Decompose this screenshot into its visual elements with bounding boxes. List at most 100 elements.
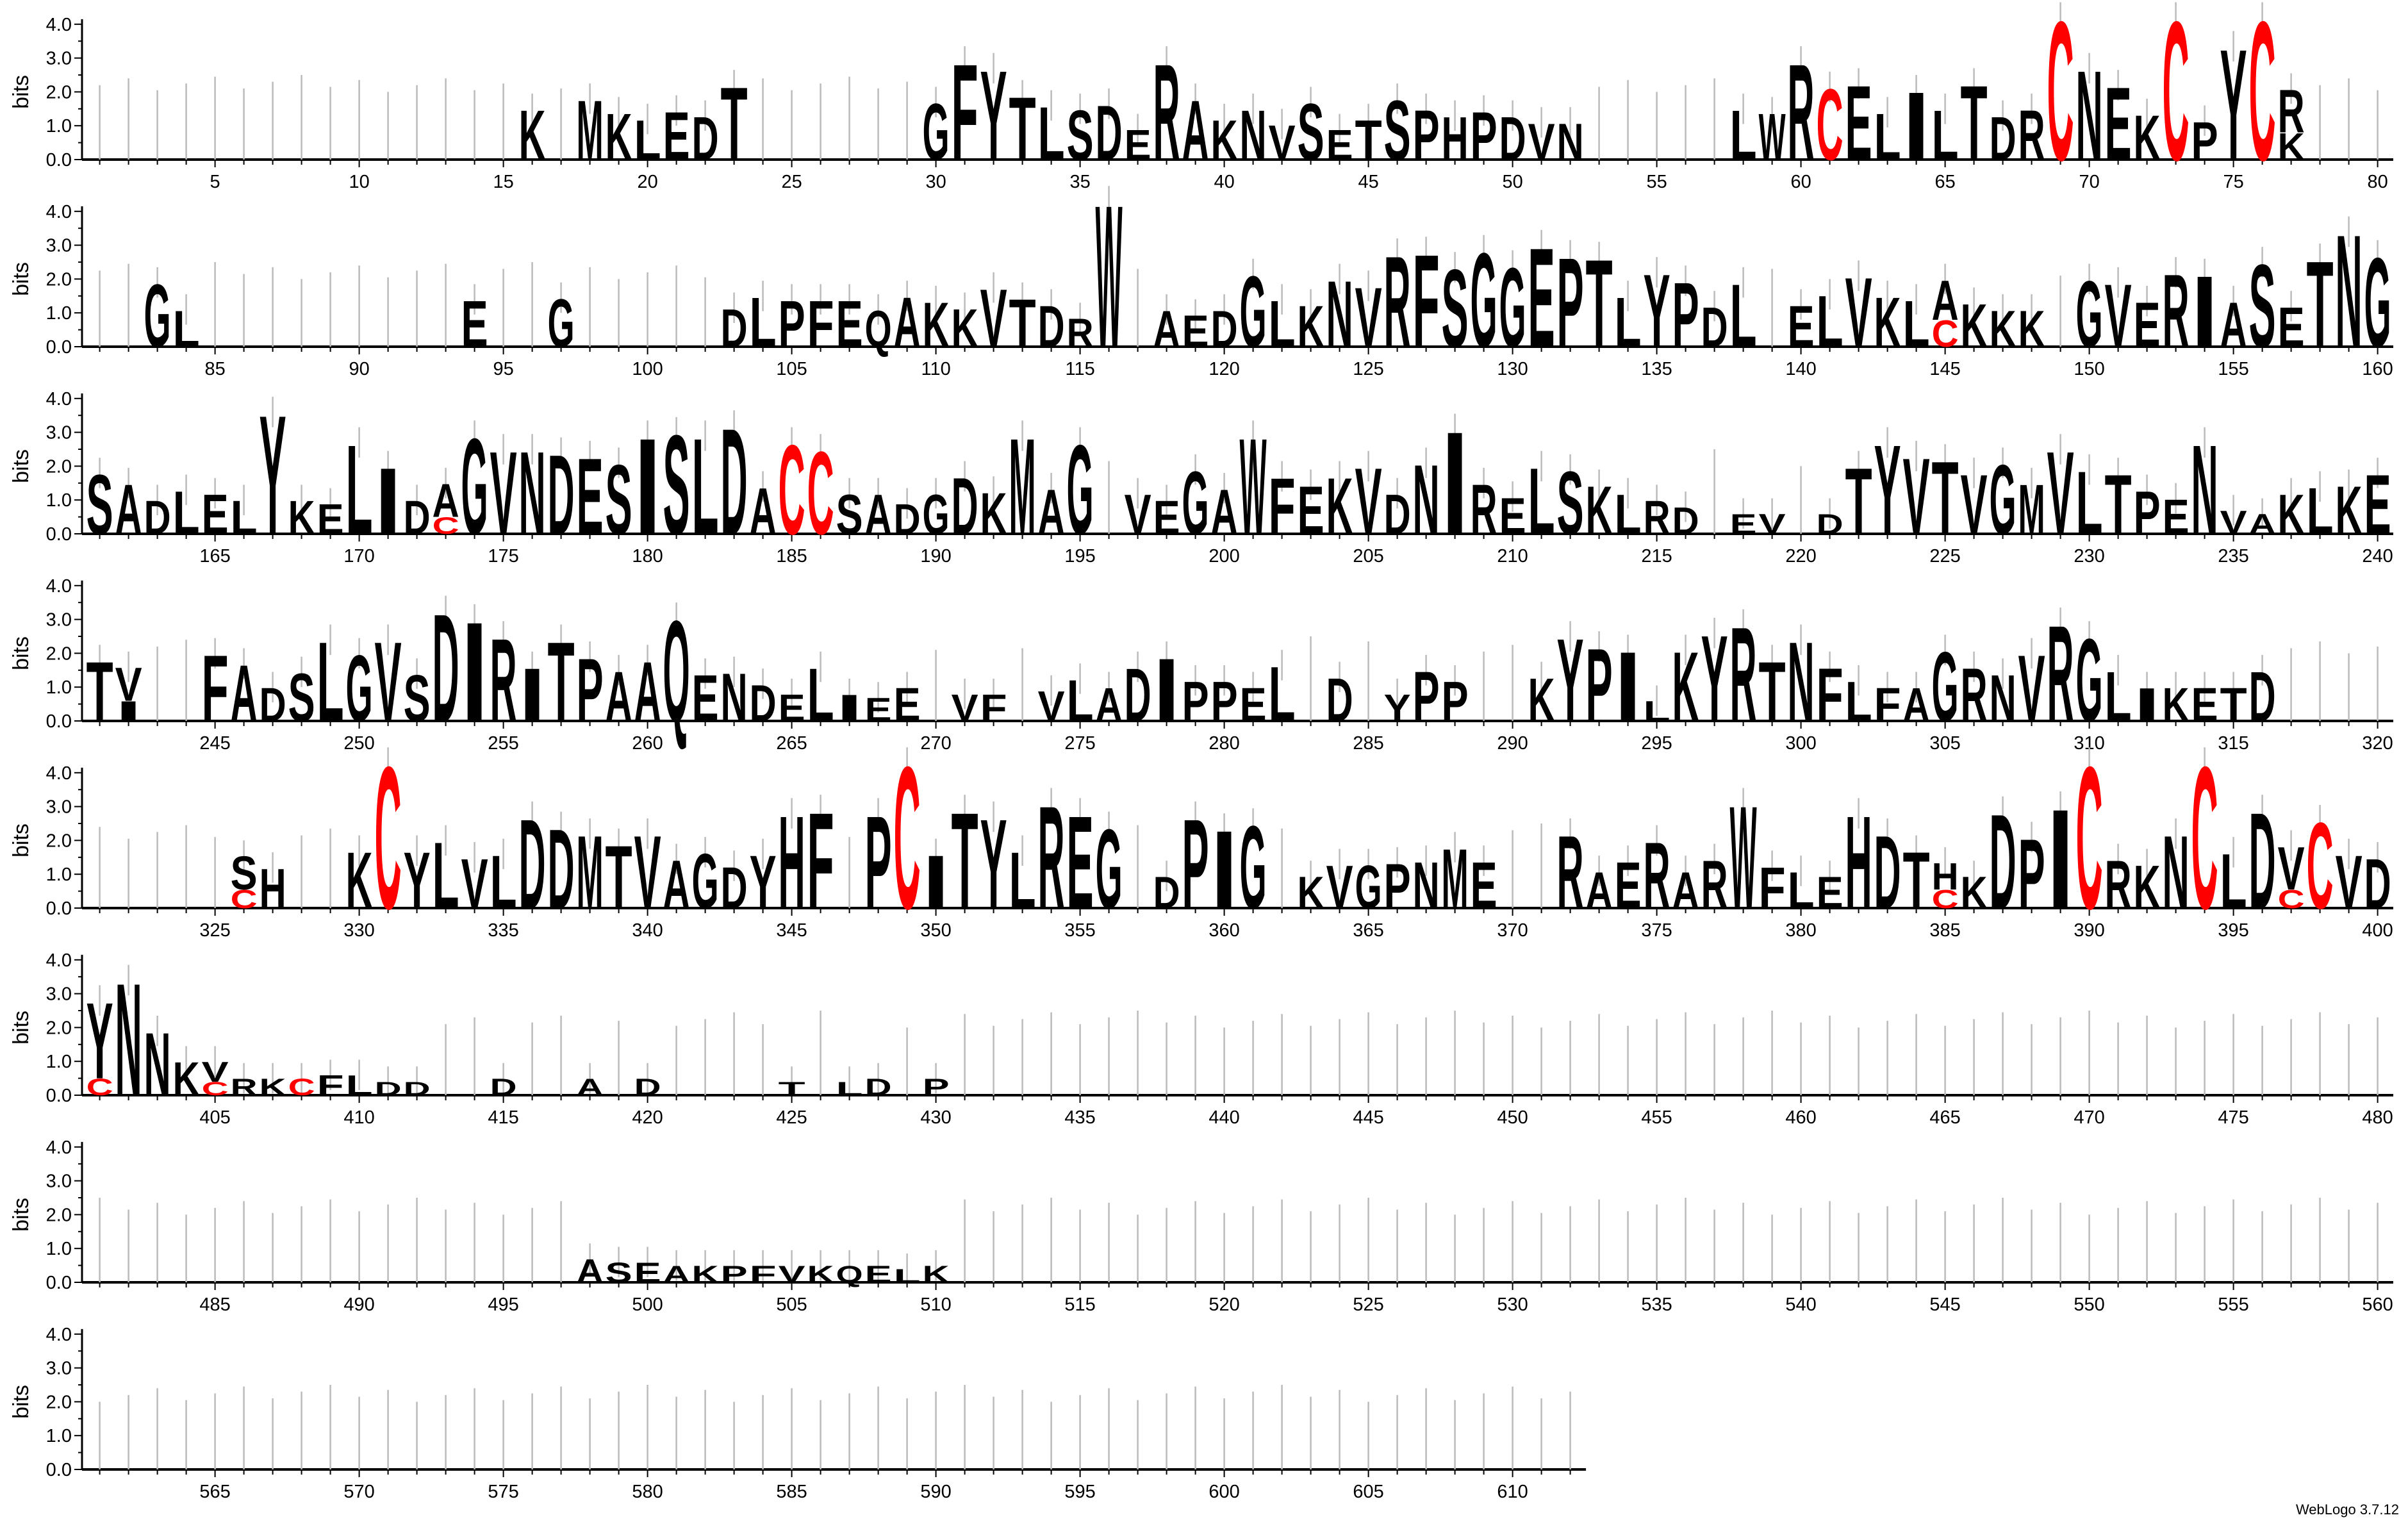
x-tick-label: 80 — [2367, 172, 2387, 192]
logo-letter — [807, 1261, 834, 1288]
logo-letter — [922, 1261, 950, 1288]
logo-letter — [1729, 95, 1757, 175]
y-tick-label: 1.0 — [46, 303, 72, 324]
logo-letter — [2104, 65, 2132, 182]
y-axis-label: bits — [9, 823, 33, 857]
logo-letter — [1556, 113, 1584, 172]
logo-letter — [1037, 477, 1065, 548]
logo-letter — [2075, 452, 2103, 553]
x-tick-label: 270 — [920, 733, 951, 754]
logo-letter — [1441, 670, 1469, 734]
logo-letter — [2191, 419, 2218, 562]
logo-letter — [1960, 64, 1988, 183]
logo-letter — [634, 644, 661, 740]
logo-letter — [1585, 861, 1613, 920]
x-tick-label: 140 — [1785, 359, 1816, 379]
logo-letter — [403, 661, 431, 736]
logo-letter — [461, 843, 488, 923]
logo-letter — [1701, 846, 1728, 923]
logo-letter — [1153, 867, 1180, 918]
x-tick-label: 45 — [1358, 172, 1378, 192]
logo-letter — [1960, 652, 1988, 738]
logo-letter — [1182, 83, 1209, 178]
logo-letter — [1182, 670, 1209, 734]
logo-letter — [836, 1261, 863, 1288]
x-tick-label: 400 — [2362, 920, 2393, 941]
logo-letter — [720, 397, 748, 567]
logo-letter — [2248, 0, 2276, 203]
x-tick-label: 585 — [776, 1482, 807, 1502]
x-tick-label: 540 — [1785, 1295, 1816, 1315]
logo-letter — [374, 448, 402, 554]
logo-letter — [1758, 100, 1786, 174]
logo-letter — [1643, 252, 1670, 369]
logo-letter — [2133, 103, 2161, 174]
logo-letter — [259, 379, 286, 570]
logo-letter — [1009, 411, 1036, 564]
x-tick-label: 100 — [632, 359, 663, 379]
logo-letter — [345, 1070, 373, 1102]
logo-letter — [1643, 822, 1670, 929]
logo-letter — [605, 656, 632, 736]
y-axis-label: bits — [9, 1385, 33, 1419]
logo-letter — [1787, 861, 1815, 920]
y-tick-label: 0.0 — [46, 711, 72, 732]
logo-letter — [2104, 656, 2132, 736]
logo-letter — [1729, 265, 1757, 366]
logo-letter — [951, 461, 978, 551]
x-tick-label: 475 — [2218, 1107, 2248, 1128]
logo-letter — [518, 793, 546, 936]
x-tick-label: 200 — [1208, 546, 1239, 567]
logo-letter — [778, 1078, 805, 1100]
logo-letter — [1528, 665, 1555, 734]
logo-letter — [2220, 679, 2247, 732]
y-tick-label: 4.0 — [46, 763, 72, 784]
logo-letter — [1701, 296, 1728, 360]
logo-letter — [1470, 224, 1497, 376]
logo-letter — [1845, 788, 1872, 937]
y-axis-label: bits — [9, 1011, 33, 1045]
logo-letter — [1585, 626, 1613, 743]
logo-letter — [2162, 679, 2189, 732]
logo-letter — [403, 492, 431, 545]
weblogo-credit: WebLogo 3.7.12 — [2295, 1501, 2399, 1518]
logo-letter — [374, 724, 402, 952]
x-tick-label: 290 — [1497, 733, 1528, 754]
logo-letter — [1383, 229, 1411, 375]
logo-letter — [2248, 508, 2276, 541]
logo-letter — [576, 435, 604, 557]
x-tick-label: 445 — [1353, 1107, 1383, 1128]
x-tick-label: 545 — [1929, 1295, 1960, 1315]
logo-letter — [2335, 839, 2363, 925]
logo-letter — [1239, 95, 1267, 175]
y-tick-label: 1.0 — [46, 677, 72, 698]
logo-letter — [490, 1073, 517, 1101]
logo-letter — [1989, 444, 2016, 555]
logo-letter — [2335, 472, 2363, 549]
y-tick-label: 2.0 — [46, 643, 72, 664]
x-tick-label: 65 — [1934, 172, 1955, 192]
logo-letter — [1528, 113, 1555, 172]
logo-letter — [230, 648, 258, 738]
logo-letter — [461, 411, 488, 564]
logo-letter — [201, 635, 229, 741]
logo-letter — [144, 1013, 171, 1114]
logo-letter — [403, 835, 431, 925]
x-tick-label: 600 — [1208, 1482, 1239, 1502]
logo-letter — [951, 686, 978, 729]
logo-letter — [1383, 851, 1411, 922]
logo-letter — [864, 483, 892, 547]
logo-letter — [2018, 469, 2045, 549]
logo-letter — [2335, 201, 2363, 381]
logo-letter — [836, 287, 863, 361]
logo-letter — [1902, 72, 1930, 181]
logo-letter — [1499, 104, 1526, 173]
x-tick-label: 5 — [210, 172, 220, 192]
y-tick-label: 4.0 — [46, 950, 72, 971]
logo-letter — [749, 282, 777, 362]
logo-letter — [1816, 508, 1843, 541]
logo-letter — [2047, 780, 2074, 939]
logo-letter — [1297, 87, 1324, 177]
logo-letter — [1499, 244, 1526, 371]
y-tick-label: 3.0 — [46, 984, 72, 1005]
